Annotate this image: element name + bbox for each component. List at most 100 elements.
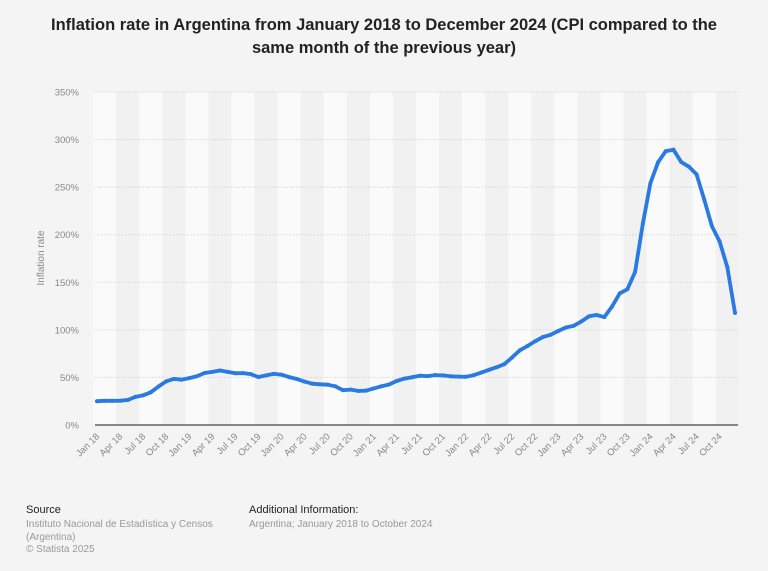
data-point[interactable]: [417, 373, 422, 378]
x-tick-label: Oct 21: [420, 431, 448, 459]
data-point[interactable]: [394, 378, 399, 383]
x-tick-label: Jan 21: [351, 431, 379, 459]
data-point[interactable]: [241, 371, 246, 376]
data-point[interactable]: [502, 362, 507, 367]
data-point[interactable]: [118, 398, 123, 403]
data-point[interactable]: [210, 369, 215, 374]
x-tick-label: Apr 21: [374, 431, 402, 459]
data-point[interactable]: [294, 376, 299, 381]
data-point[interactable]: [379, 384, 384, 389]
data-point[interactable]: [171, 376, 176, 381]
data-point[interactable]: [410, 375, 415, 380]
data-point[interactable]: [133, 394, 138, 399]
data-point[interactable]: [725, 265, 730, 270]
data-point[interactable]: [141, 393, 146, 398]
x-tick-label: Oct 23: [605, 431, 633, 459]
data-point[interactable]: [110, 398, 115, 403]
data-point[interactable]: [333, 384, 338, 389]
source-line[interactable]: Instituto Nacional de Estadística y Cens…: [26, 519, 213, 530]
data-point[interactable]: [494, 365, 499, 370]
data-point[interactable]: [402, 376, 407, 381]
data-point[interactable]: [586, 314, 591, 319]
data-point[interactable]: [233, 371, 238, 376]
data-point[interactable]: [148, 390, 153, 395]
data-point[interactable]: [602, 315, 607, 320]
data-point[interactable]: [463, 374, 468, 379]
data-point[interactable]: [525, 344, 530, 349]
data-point[interactable]: [387, 382, 392, 387]
data-point[interactable]: [556, 328, 561, 333]
data-point[interactable]: [95, 399, 99, 404]
data-point[interactable]: [594, 313, 599, 318]
plot-band: [623, 92, 647, 425]
data-point[interactable]: [179, 377, 184, 382]
plot-band: [554, 92, 578, 425]
data-point[interactable]: [533, 339, 538, 344]
data-point[interactable]: [348, 387, 353, 392]
data-point[interactable]: [571, 323, 576, 328]
data-point[interactable]: [733, 310, 737, 315]
data-point[interactable]: [671, 147, 676, 152]
data-point[interactable]: [694, 172, 699, 177]
plot-band: [692, 92, 716, 425]
plot-band: [508, 92, 532, 425]
data-point[interactable]: [479, 370, 484, 375]
data-point[interactable]: [471, 373, 476, 378]
data-point[interactable]: [364, 388, 369, 393]
data-point[interactable]: [563, 325, 568, 330]
data-point[interactable]: [102, 398, 107, 403]
data-point[interactable]: [156, 384, 161, 389]
data-point[interactable]: [510, 355, 515, 360]
data-point[interactable]: [640, 221, 645, 226]
data-point[interactable]: [648, 181, 653, 186]
y-tick-label: 300%: [55, 135, 80, 146]
data-point[interactable]: [709, 224, 714, 229]
data-point[interactable]: [517, 348, 522, 353]
x-tick-label: Jul 24: [676, 431, 702, 457]
data-point[interactable]: [625, 287, 630, 292]
data-point[interactable]: [579, 319, 584, 324]
data-point[interactable]: [617, 291, 622, 296]
data-point[interactable]: [187, 376, 192, 381]
data-point[interactable]: [287, 375, 292, 380]
plot-band: [531, 92, 555, 425]
data-point[interactable]: [371, 386, 376, 391]
data-point[interactable]: [248, 372, 253, 377]
x-tick-label: Apr 19: [190, 431, 218, 459]
data-point[interactable]: [633, 269, 638, 274]
data-point[interactable]: [717, 239, 722, 244]
data-point[interactable]: [440, 373, 445, 378]
data-point[interactable]: [702, 197, 707, 202]
data-point[interactable]: [656, 160, 661, 165]
data-point[interactable]: [663, 149, 668, 154]
data-point[interactable]: [540, 335, 545, 340]
data-point[interactable]: [217, 368, 222, 373]
data-point[interactable]: [548, 332, 553, 337]
data-point[interactable]: [610, 304, 615, 309]
data-point[interactable]: [302, 379, 307, 384]
data-point[interactable]: [271, 371, 276, 376]
data-point[interactable]: [125, 397, 130, 402]
data-point[interactable]: [279, 372, 284, 377]
data-point[interactable]: [686, 164, 691, 169]
plot-band: [162, 92, 186, 425]
data-point[interactable]: [256, 374, 261, 379]
x-tick-label: Apr 20: [282, 431, 310, 459]
data-point[interactable]: [317, 382, 322, 387]
x-tick-label: Apr 18: [98, 431, 126, 459]
data-point[interactable]: [325, 382, 330, 387]
data-point[interactable]: [433, 373, 438, 378]
data-point[interactable]: [356, 388, 361, 393]
data-point[interactable]: [164, 379, 169, 384]
data-point[interactable]: [425, 374, 430, 379]
data-point[interactable]: [448, 374, 453, 379]
data-point[interactable]: [340, 388, 345, 393]
data-point[interactable]: [225, 369, 230, 374]
data-point[interactable]: [456, 374, 461, 379]
data-point[interactable]: [487, 367, 492, 372]
data-point[interactable]: [264, 373, 269, 378]
data-point[interactable]: [310, 381, 315, 386]
data-point[interactable]: [202, 370, 207, 375]
data-point[interactable]: [194, 374, 199, 379]
data-point[interactable]: [679, 160, 684, 165]
